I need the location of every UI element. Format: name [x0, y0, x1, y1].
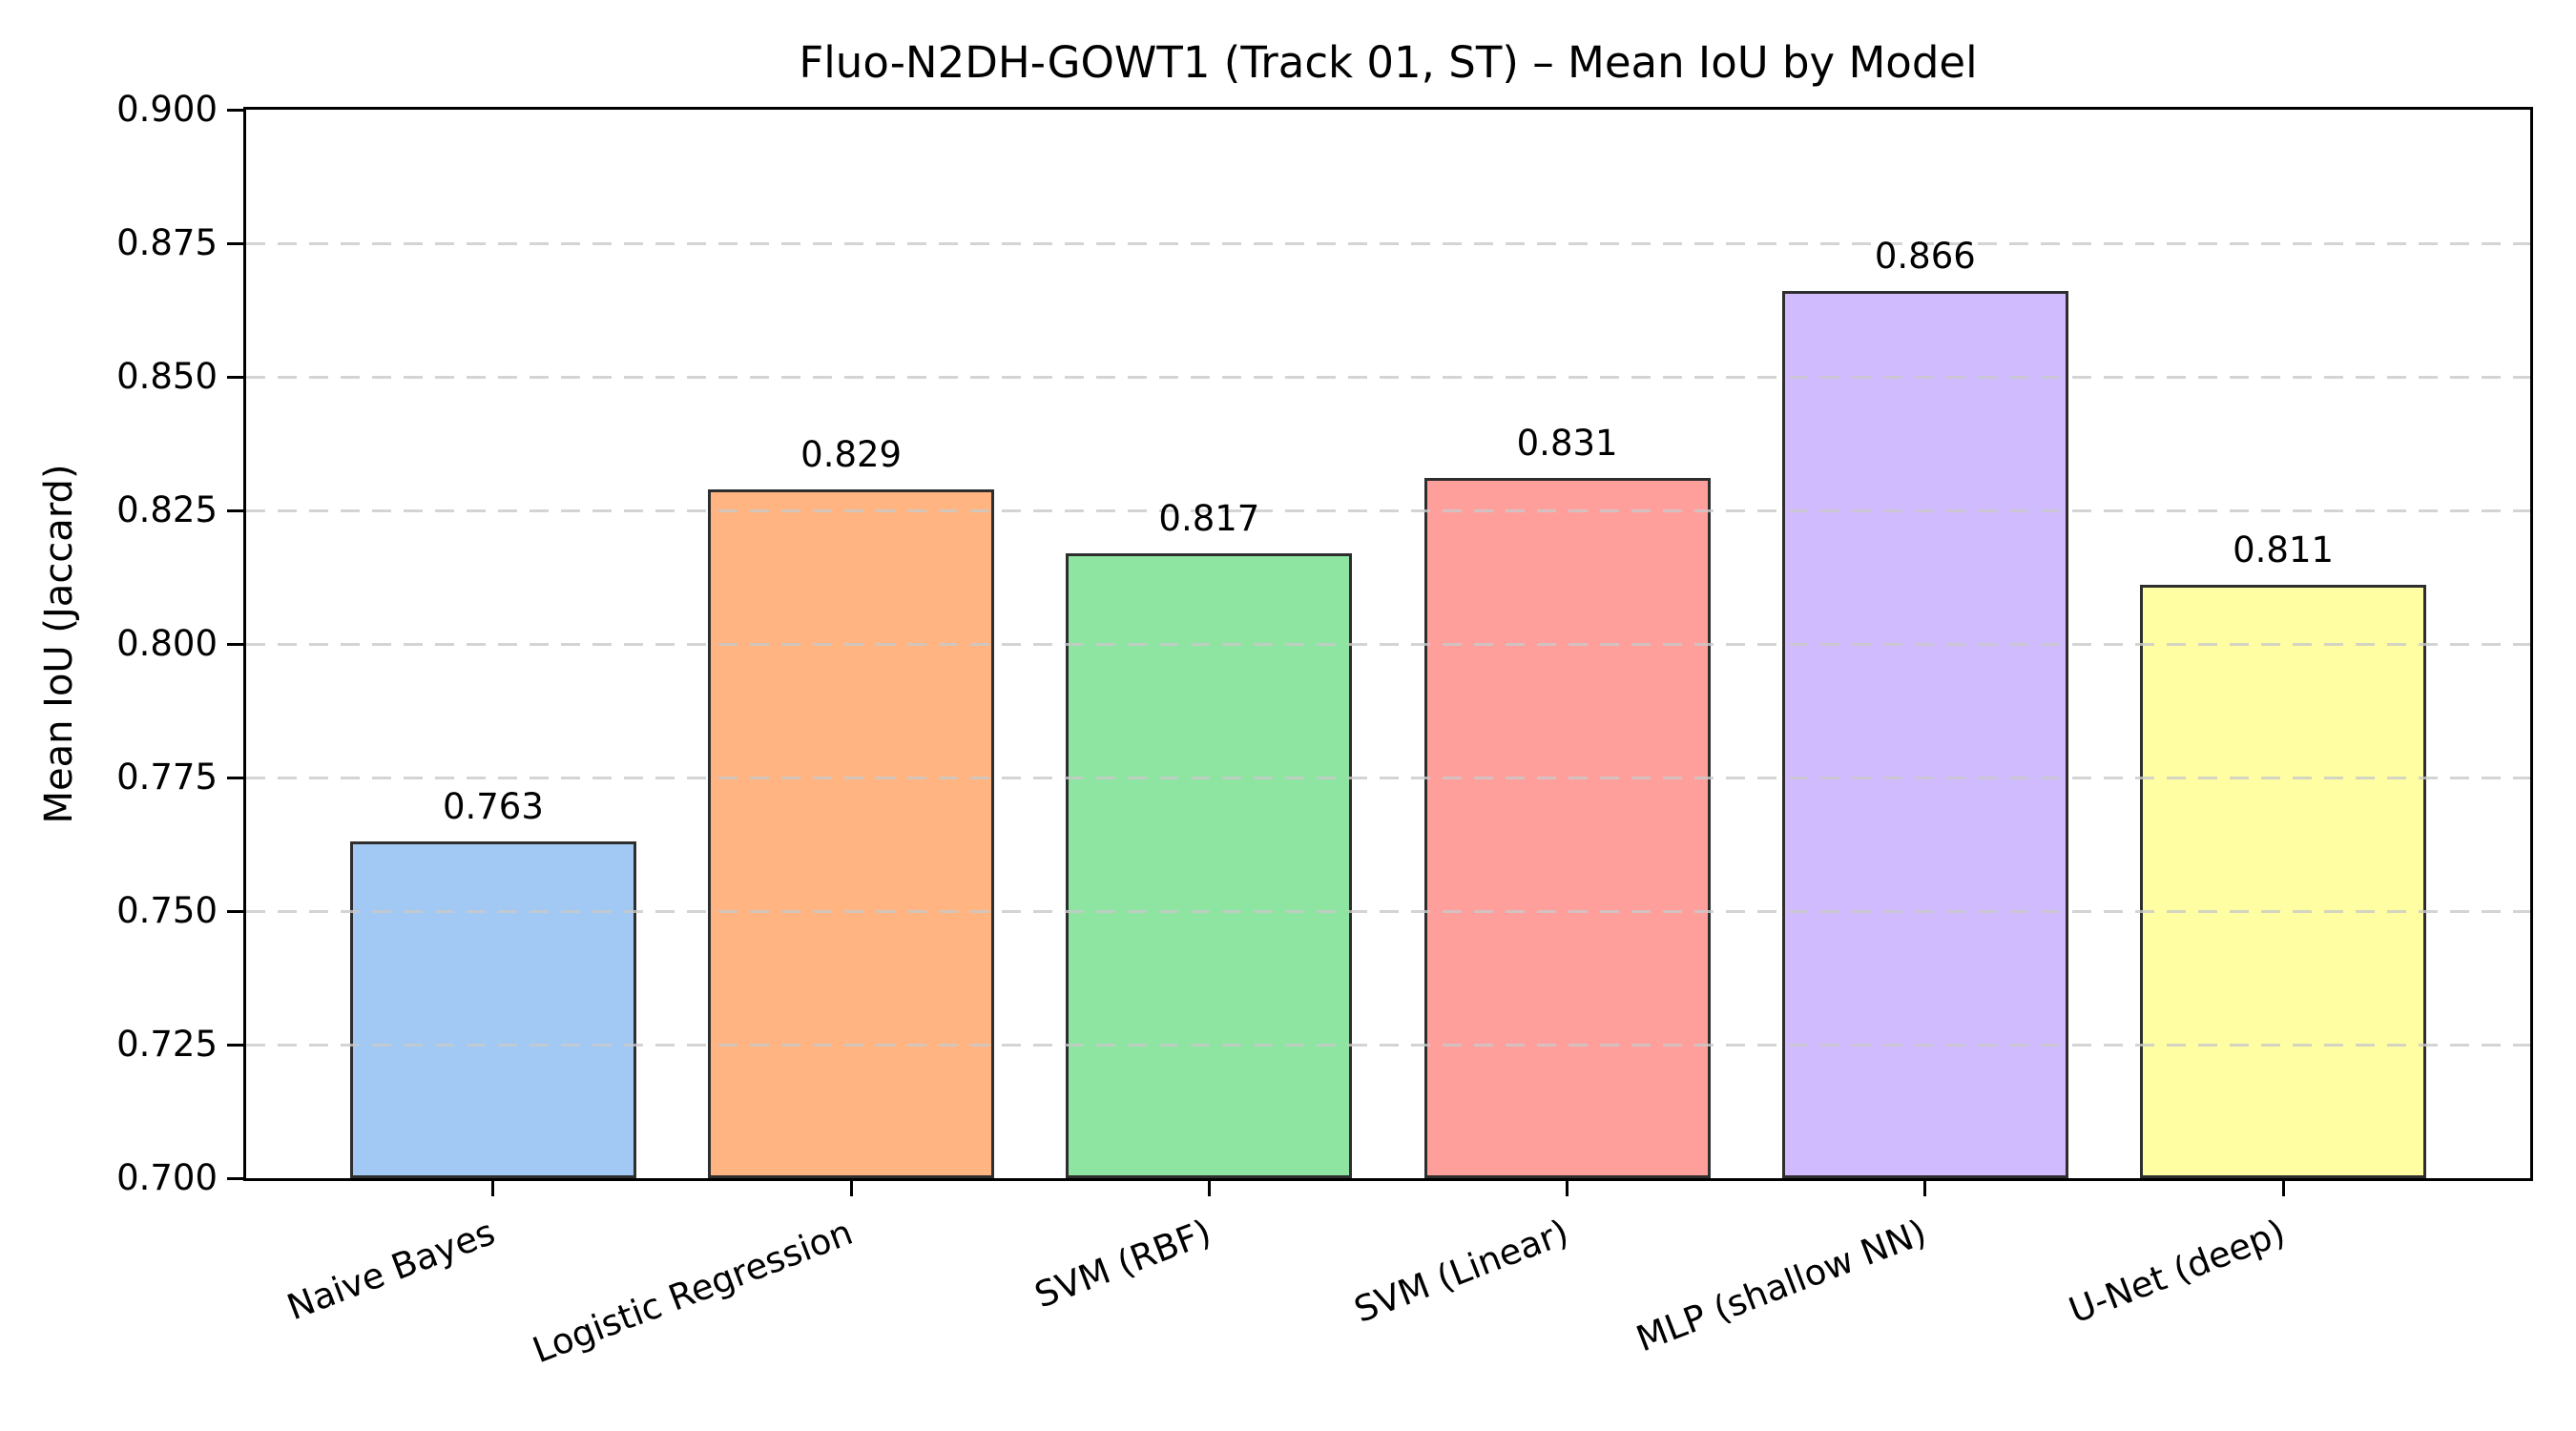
bar-value-label-svm-linear: 0.831 — [1516, 423, 1618, 465]
x-tick-label-text: SVM (Linear) — [1348, 1212, 1575, 1331]
y-tick-mark — [227, 508, 243, 512]
y-tick-mark — [227, 1043, 243, 1047]
bar-logistic-regression — [708, 488, 995, 1178]
y-tick-label: 0.850 — [116, 356, 218, 397]
x-tick-label-text: U-Net (deep) — [2063, 1212, 2291, 1332]
bar-value-label-svm-rbf: 0.817 — [1158, 497, 1260, 539]
y-tick-label: 0.875 — [116, 222, 218, 263]
bar-value-label-u-net-deep: 0.811 — [2233, 529, 2335, 571]
bar-u-net-deep — [2139, 585, 2427, 1178]
y-tick-mark — [227, 642, 243, 646]
plot-area: 0.763 0.829 0.817 0.831 0.866 0.811 — [243, 107, 2533, 1181]
gridline — [246, 241, 2530, 245]
bar-svm-linear — [1423, 478, 1711, 1178]
x-tick-label-text: Naive Bayes — [281, 1212, 501, 1329]
y-tick-mark — [227, 1176, 243, 1180]
y-tick-label: 0.825 — [116, 489, 218, 530]
bar-naive-bayes — [349, 841, 636, 1178]
x-tick-mark — [849, 1181, 853, 1196]
x-tick-mark — [1566, 1181, 1569, 1196]
x-tick-label-text: MLP (shallow NN) — [1631, 1212, 1933, 1360]
y-tick-label: 0.700 — [116, 1157, 218, 1198]
x-tick-mark — [1207, 1181, 1211, 1196]
y-tick-label: 0.775 — [116, 757, 218, 798]
y-tick-mark — [227, 241, 243, 245]
bar-value-label-mlp-shallow-nn: 0.866 — [1874, 236, 1976, 278]
y-tick-mark — [227, 375, 243, 379]
x-tick-mark — [491, 1181, 495, 1196]
y-tick-label: 0.725 — [116, 1024, 218, 1065]
x-tick-mark — [1923, 1181, 1927, 1196]
bar-mlp-shallow-nn — [1781, 291, 2068, 1178]
gridline — [246, 508, 2530, 512]
y-tick-mark — [227, 108, 243, 112]
bar-value-label-naive-bayes: 0.763 — [442, 786, 544, 828]
gridline — [246, 375, 2530, 379]
y-tick-mark — [227, 909, 243, 913]
chart-title: Fluo-N2DH-GOWT1 (Track 01, ST) – Mean Io… — [799, 37, 1978, 88]
x-tick-label-text: SVM (RBF) — [1028, 1212, 1216, 1317]
bar-svm-rbf — [1066, 552, 1353, 1178]
x-tick-mark — [2281, 1181, 2285, 1196]
y-tick-label: 0.800 — [116, 623, 218, 664]
bar-value-label-logistic-regression: 0.829 — [800, 433, 903, 475]
y-tick-label: 0.750 — [116, 890, 218, 931]
x-tick-label-text: Logistic Regression — [527, 1212, 859, 1372]
y-tick-mark — [227, 776, 243, 779]
y-tick-label: 0.900 — [116, 89, 218, 130]
